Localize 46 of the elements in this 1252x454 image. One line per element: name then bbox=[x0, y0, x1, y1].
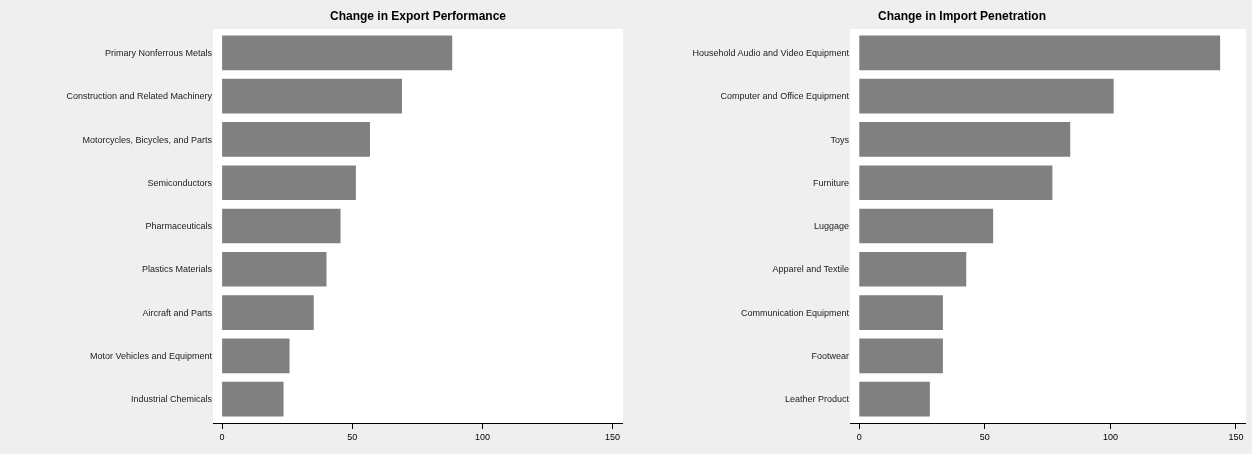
y-tick-label: Pharmaceuticals bbox=[145, 221, 213, 232]
y-tick-label: Motor Vehicles and Equipment bbox=[89, 351, 213, 362]
x-tick-label: 50 bbox=[347, 431, 358, 442]
y-tick-label: Aircraft and Parts bbox=[142, 307, 213, 318]
y-tick-label: Luggage bbox=[813, 221, 849, 232]
bar bbox=[222, 78, 402, 114]
y-tick-label: Semiconductors bbox=[147, 177, 213, 188]
x-tick-label: 0 bbox=[219, 431, 225, 442]
bar bbox=[222, 208, 341, 244]
y-tick-label: Motorcycles, Bicycles, and Parts bbox=[82, 134, 213, 145]
y-tick-label: Furniture bbox=[812, 177, 849, 188]
bar bbox=[222, 338, 290, 374]
bar bbox=[859, 338, 943, 374]
bar bbox=[859, 78, 1114, 114]
bar bbox=[222, 295, 314, 330]
chart-title: Change in Export Performance bbox=[330, 9, 507, 23]
y-tick-label: Primary Nonferrous Metals bbox=[104, 47, 213, 58]
y-tick-label: Toys bbox=[830, 134, 850, 145]
y-tick-label: Industrial Chemicals bbox=[130, 394, 213, 405]
y-tick-label: Household Audio and Video Equipment bbox=[692, 47, 850, 58]
bar bbox=[859, 251, 967, 287]
chart-title: Change in Import Penetration bbox=[878, 9, 1047, 23]
bar bbox=[222, 35, 453, 71]
bar bbox=[859, 208, 994, 244]
y-tick-label: Leather Product bbox=[784, 394, 850, 405]
x-tick-label: 150 bbox=[1228, 431, 1244, 442]
bar bbox=[859, 165, 1053, 201]
x-tick-label: 0 bbox=[856, 431, 862, 442]
y-tick-label: Communication Equipment bbox=[740, 307, 850, 318]
x-tick-label: 100 bbox=[474, 431, 490, 442]
y-tick-label: Computer and Office Equipment bbox=[720, 91, 850, 102]
y-tick-label: Construction and Related Machinery bbox=[66, 91, 213, 102]
x-tick-label: 100 bbox=[1102, 431, 1118, 442]
x-tick-label: 50 bbox=[979, 431, 990, 442]
y-tick-label: Footwear bbox=[811, 351, 849, 362]
bar bbox=[222, 251, 327, 287]
bar bbox=[859, 35, 1221, 71]
bar bbox=[859, 122, 1071, 157]
x-tick-label: 150 bbox=[605, 431, 621, 442]
bar bbox=[859, 295, 943, 330]
y-tick-label: Plastics Materials bbox=[141, 264, 213, 275]
bar bbox=[222, 122, 370, 157]
bar bbox=[222, 165, 356, 201]
bar bbox=[222, 381, 284, 417]
bar bbox=[859, 381, 930, 417]
y-tick-label: Apparel and Textile bbox=[772, 264, 849, 275]
